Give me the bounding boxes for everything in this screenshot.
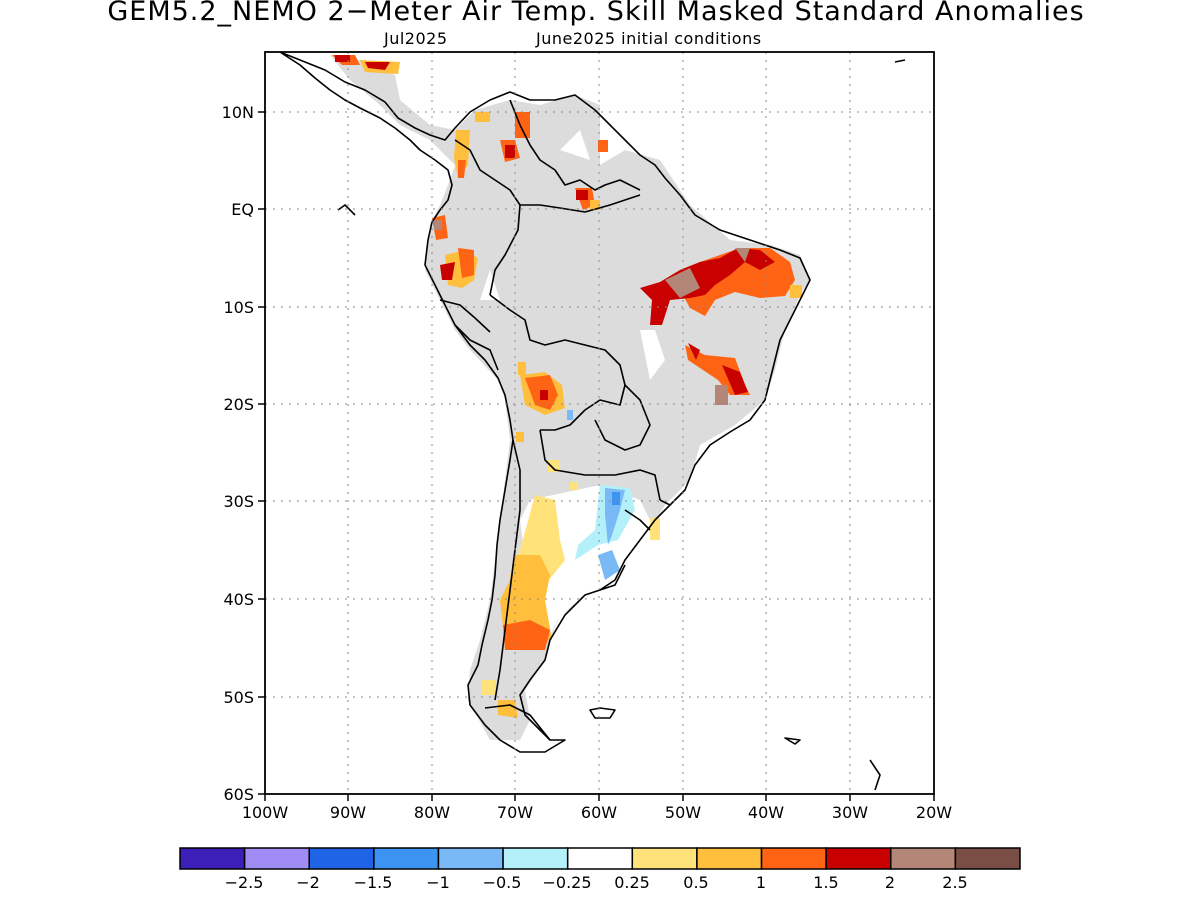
lat-tick-labels: 10N EQ 10S 20S 30S 40S 50S 60S	[222, 103, 254, 804]
lat-label-40s: 40S	[223, 590, 254, 609]
colorbar-swatch	[373, 847, 440, 870]
lon-label-100w: 100W	[242, 803, 289, 822]
forecast-month: Jul2025	[384, 29, 448, 48]
map-plot-area	[265, 52, 934, 794]
colorbar-label: 2.5	[942, 873, 967, 892]
colorbar-swatch	[566, 847, 634, 870]
colorbar-swatch	[243, 847, 310, 870]
colorbar-label: −2	[296, 873, 320, 892]
colorbar-swatch	[825, 847, 892, 870]
lon-label-30w: 30W	[832, 803, 868, 822]
coastlines-and-borders	[279, 52, 906, 791]
colorbar-label: 0.5	[683, 873, 708, 892]
land-mask	[330, 55, 810, 740]
lat-label-eq: EQ	[231, 200, 254, 219]
colorbar-labels: −2.5 −2 −1.5 −1 −0.5 −0.25 0.25 0.5 1 1.…	[225, 873, 968, 892]
lat-ticks	[258, 111, 265, 795]
lat-label-10n: 10N	[222, 103, 254, 122]
colorbar-swatch	[631, 847, 698, 870]
chart-title: GEM5.2_NEMO 2−Meter Air Temp. Skill Mask…	[107, 0, 1085, 27]
lon-label-50w: 50W	[665, 803, 701, 822]
colorbar-swatch	[308, 847, 375, 870]
lon-label-80w: 80W	[414, 803, 450, 822]
colorbar-label: −2.5	[225, 873, 264, 892]
colorbar-label: −1	[426, 873, 450, 892]
colorbar-swatch	[179, 847, 246, 870]
colorbar: −2.5 −2 −1.5 −1 −0.5 −0.25 0.25 0.5 1 1.…	[179, 847, 1021, 892]
colorbar-label: −0.5	[483, 873, 522, 892]
lon-label-20w: 20W	[916, 803, 952, 822]
lon-label-60w: 60W	[581, 803, 617, 822]
lon-label-70w: 70W	[497, 803, 533, 822]
colorbar-label: 1.5	[813, 873, 838, 892]
colorbar-label: −0.25	[542, 873, 591, 892]
initial-conditions: June2025 initial conditions	[536, 29, 762, 48]
colorbar-label: 1	[756, 873, 766, 892]
colorbar-swatch	[890, 847, 957, 870]
lon-ticks	[264, 794, 935, 801]
lon-label-40w: 40W	[748, 803, 784, 822]
colorbar-swatch	[437, 847, 504, 870]
colorbar-swatch	[954, 847, 1021, 870]
lat-label-50s: 50S	[223, 688, 254, 707]
lat-label-20s: 20S	[223, 395, 254, 414]
colorbar-label: −1.5	[354, 873, 393, 892]
lat-label-60s: 60S	[223, 785, 254, 804]
colorbar-swatch	[696, 847, 763, 870]
colorbar-swatch	[502, 847, 569, 870]
lat-label-30s: 30S	[223, 492, 254, 511]
colorbar-label: 0.25	[614, 873, 650, 892]
lon-label-90w: 90W	[330, 803, 366, 822]
lon-tick-labels: 100W 90W 80W 70W 60W 50W 40W 30W 20W	[242, 803, 952, 822]
colorbar-label: 2	[885, 873, 895, 892]
colorbar-swatch	[760, 847, 827, 870]
lat-label-10s: 10S	[223, 298, 254, 317]
colorbar-swatches	[179, 847, 1021, 870]
